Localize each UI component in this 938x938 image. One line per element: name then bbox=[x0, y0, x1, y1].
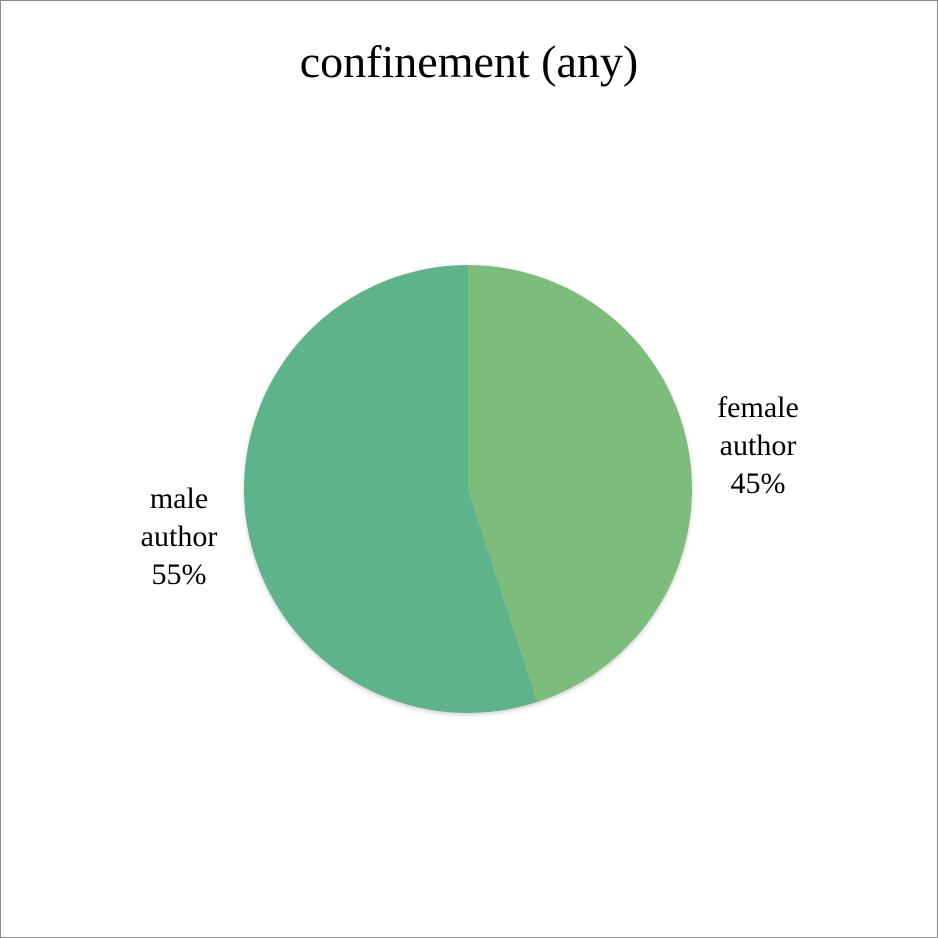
slice-label-female-author: female author 45% bbox=[678, 389, 838, 503]
slice-label-value: 45% bbox=[730, 467, 786, 500]
pie-slice-male-author bbox=[244, 265, 538, 714]
slice-label-category-line2: author bbox=[140, 520, 218, 553]
slice-label-category-line1: female bbox=[717, 391, 799, 424]
slice-label-category-line2: author bbox=[719, 429, 797, 462]
pie-slice-female-author bbox=[468, 265, 693, 703]
slice-label-value: 55% bbox=[151, 558, 207, 591]
slice-label-category-line1: male bbox=[149, 482, 209, 515]
chart-title: confinement (any) bbox=[299, 36, 639, 87]
slice-label-male-author: male author 55% bbox=[99, 480, 259, 594]
